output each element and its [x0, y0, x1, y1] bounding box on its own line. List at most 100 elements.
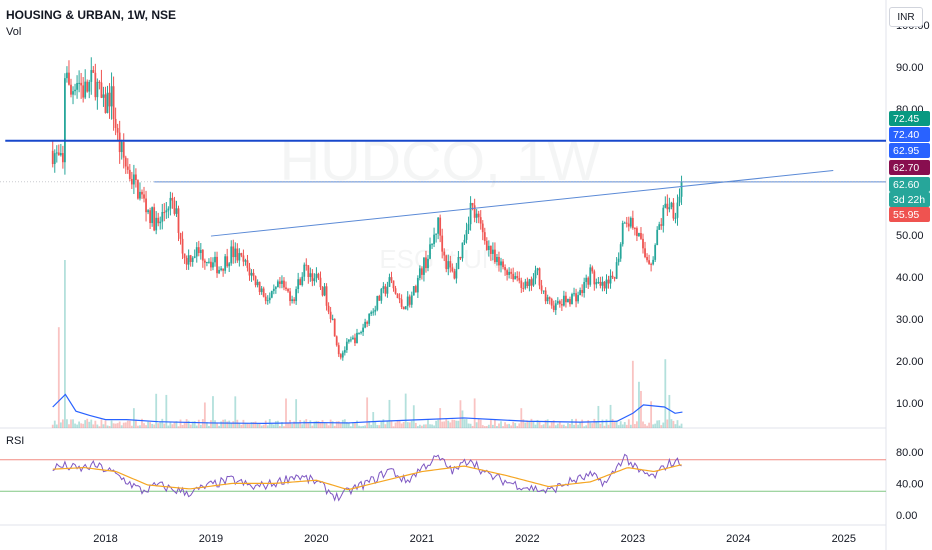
- volume-bar: [380, 421, 383, 428]
- volume-bar: [246, 423, 249, 428]
- candle-body: [540, 285, 543, 291]
- volume-bar: [516, 425, 519, 428]
- rsi-pane: [0, 453, 886, 502]
- candle-body: [605, 279, 608, 289]
- candle-body: [368, 313, 371, 324]
- volume-bar: [218, 425, 220, 428]
- volume-bar: [84, 420, 87, 428]
- volume-legend[interactable]: Vol: [6, 26, 22, 38]
- candle-body: [642, 238, 644, 249]
- candle-body: [86, 81, 89, 92]
- candle-body: [74, 89, 76, 92]
- candle-body: [130, 178, 133, 185]
- rsi-legend[interactable]: RSI: [6, 435, 25, 447]
- price-badge: [889, 192, 930, 207]
- volume-bar: [347, 422, 350, 428]
- candle-body: [163, 212, 166, 214]
- volume-bar: [212, 396, 214, 428]
- volume-bar: [631, 360, 634, 428]
- candle-body: [429, 244, 431, 259]
- volume-bar: [611, 418, 614, 428]
- volume-bar: [540, 425, 543, 428]
- candle-body: [609, 275, 612, 284]
- candle-body: [165, 210, 168, 213]
- candle-body: [410, 295, 413, 305]
- candle-body: [565, 295, 567, 303]
- candle-body: [636, 228, 638, 237]
- symbol-title[interactable]: HOUSING & URBAN, 1W, NSE: [6, 8, 177, 22]
- price-badge-label: 62.70: [893, 162, 919, 174]
- volume-bar: [656, 420, 659, 428]
- volume-bar: [538, 421, 541, 428]
- volume-bar: [189, 424, 192, 428]
- price-badge: [889, 177, 930, 192]
- candle-body: [329, 311, 332, 319]
- candle-body: [382, 286, 385, 289]
- volume-bar: [406, 422, 409, 428]
- candle-body: [268, 297, 271, 301]
- volume-bar: [435, 420, 438, 428]
- candle-body: [666, 203, 669, 210]
- volume-bar: [372, 412, 375, 428]
- volume-bar: [658, 420, 661, 428]
- candle-body: [59, 153, 62, 156]
- volume-bar: [70, 419, 72, 428]
- volume-bar: [433, 425, 435, 428]
- time-tick-label: 2019: [199, 533, 223, 545]
- volume-bar: [362, 425, 364, 428]
- price-tick-label: 50.00: [896, 230, 924, 242]
- candle-body: [475, 213, 478, 218]
- candle-body: [556, 301, 559, 304]
- volume-bar: [467, 423, 470, 428]
- candle-body: [137, 180, 139, 199]
- volume-bar: [581, 419, 584, 428]
- volume-bar: [208, 425, 210, 428]
- candle-body: [534, 270, 537, 279]
- volume-bar: [654, 423, 657, 428]
- volume-bar: [489, 419, 492, 428]
- volume-bar: [104, 420, 107, 428]
- volume-bar: [595, 421, 598, 428]
- volume-bar: [676, 420, 679, 428]
- candle-body: [195, 247, 198, 257]
- candle-body: [433, 234, 435, 245]
- candle-body: [149, 210, 152, 224]
- candle-body: [471, 202, 474, 206]
- candle-body: [293, 299, 296, 302]
- price-tick-label: 30.00: [896, 314, 924, 326]
- candle-body: [577, 295, 579, 302]
- volume-bar: [465, 418, 468, 428]
- candle-body: [226, 256, 229, 267]
- currency-button[interactable]: INR: [889, 7, 923, 27]
- candle-body: [104, 94, 107, 113]
- candle-body: [435, 233, 438, 235]
- volume-bar: [518, 423, 521, 428]
- candle-body: [90, 70, 93, 82]
- candle-body: [270, 290, 273, 298]
- volume-bar: [285, 398, 287, 428]
- volume-bar: [664, 359, 667, 428]
- candle-body: [112, 86, 115, 119]
- volume-bar: [244, 422, 247, 428]
- candle-body: [656, 229, 659, 246]
- candle-body: [425, 257, 427, 269]
- candle-body: [439, 217, 442, 236]
- rsi-tick-label: 0.00: [896, 510, 917, 522]
- candle-body: [132, 174, 135, 185]
- candle-body: [341, 352, 344, 358]
- volume-bar: [238, 422, 241, 428]
- volume-bar: [157, 423, 160, 428]
- candle-body: [68, 72, 70, 85]
- volume-bar: [135, 419, 137, 428]
- volume-bar: [230, 422, 233, 428]
- grid: [0, 0, 887, 550]
- trend-line: [210, 170, 834, 237]
- volume-bar: [173, 421, 176, 428]
- candle-body: [252, 272, 255, 277]
- candle-body: [248, 267, 251, 276]
- candle-body: [532, 278, 535, 286]
- candle-body: [309, 273, 312, 277]
- volume-bar: [633, 424, 636, 428]
- candle-body: [591, 267, 594, 272]
